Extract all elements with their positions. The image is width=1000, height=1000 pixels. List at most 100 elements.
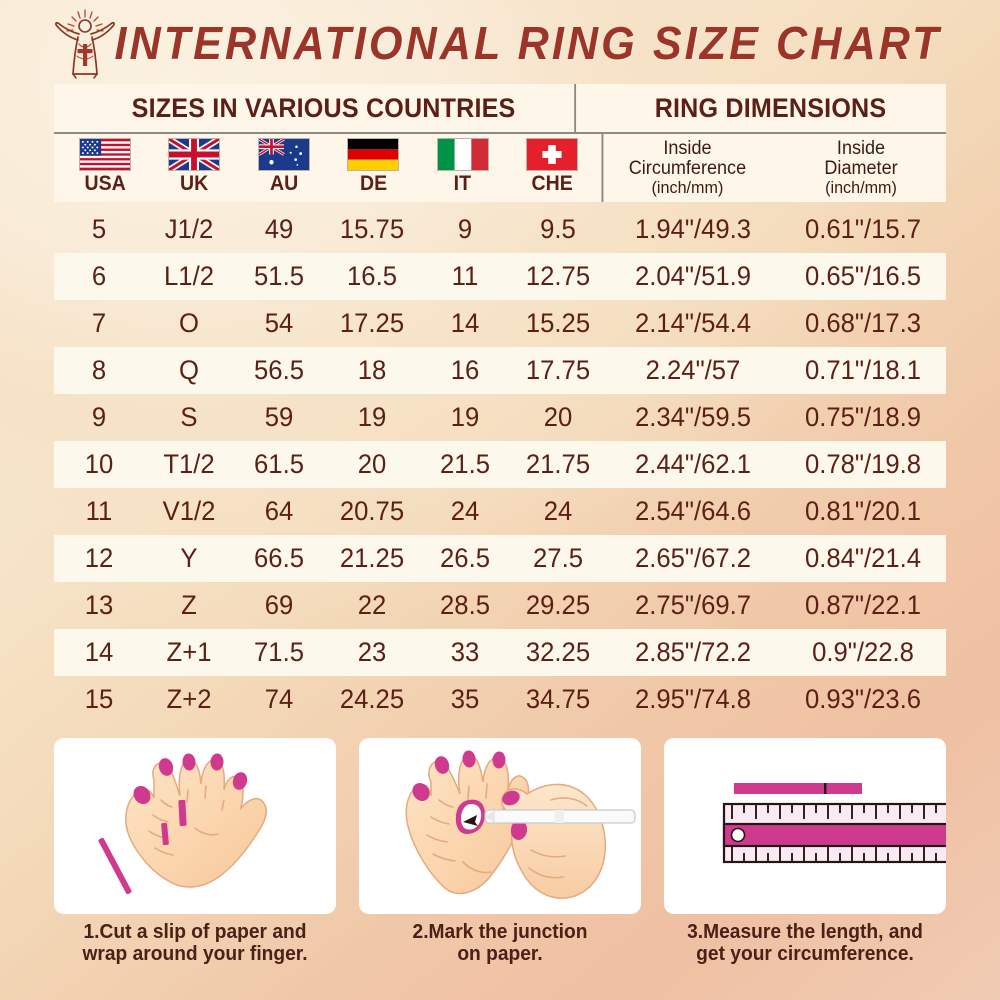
step-3-caption: 3.Measure the length, and get your circu… [670, 921, 941, 966]
table-cell: 2.04"/51.9 [634, 261, 752, 291]
table-cell: 0.87"/22.1 [804, 590, 922, 620]
column-header-label-uk: UK [180, 172, 209, 195]
table-row: 15 Z+2 74 24.25 35 34.75 2.95"/74.8 0.93"/23.6 [54, 676, 946, 723]
table-row: 5 J1/2 49 15.75 9 9.5 1.94"/49.3 0.61"/15.7 [54, 206, 946, 253]
table-cell: Y [180, 543, 198, 573]
flag-che-icon [526, 138, 579, 171]
table-cell: 51.5 [254, 261, 304, 291]
dim-line-1: Inside [836, 137, 886, 159]
table-cell: 24 [543, 496, 573, 526]
table-cell: 14 [84, 637, 114, 667]
table-cell: 0.93"/23.6 [804, 684, 922, 714]
table-cell: 32.25 [525, 637, 591, 667]
column-header-che: CHE [508, 134, 598, 202]
table-cell: 0.71"/18.1 [804, 355, 922, 385]
table-cell: 11 [85, 496, 113, 526]
table-cell: 2.24"/57 [645, 355, 741, 385]
table-cell: 74 [264, 684, 294, 714]
table-row: 13 Z 69 22 28.5 29.25 2.75"/69.7 0.87"/22.1 [54, 582, 946, 629]
table-cell: 24 [450, 496, 480, 526]
table-cell: 0.81"/20.1 [804, 496, 922, 526]
table-cell: 1.94"/49.3 [634, 214, 752, 244]
table-cell: 2.54"/64.6 [634, 496, 752, 526]
table-cell: 2.65"/67.2 [634, 543, 752, 573]
table-cell: 27.5 [533, 543, 583, 573]
table-cell: Z+1 [166, 637, 212, 667]
table-cell: L1/2 [164, 261, 214, 291]
table-cell: 9 [91, 402, 107, 432]
step-1: 1.Cut a slip of paper and wrap around yo… [54, 738, 336, 966]
step-3-caption-line-1: 3.Measure the length, and [687, 921, 923, 943]
dim-line-3: (inch/mm) [651, 178, 724, 198]
table-row: 8 Q 56.5 18 16 17.75 2.24"/57 0.71"/18.1 [54, 347, 946, 394]
table-cell: 59 [264, 402, 294, 432]
flag-usa-icon [78, 138, 131, 171]
table-cell: 0.75"/18.9 [804, 402, 922, 432]
table-cell: 20 [543, 402, 573, 432]
table-column-header-row: USA UK [54, 134, 946, 202]
table-row: 12 Y 66.5 21.25 26.5 27.5 2.65"/67.2 0.84"/21.4 [54, 535, 946, 582]
table-cell: 20 [357, 449, 387, 479]
table-cell: 19 [357, 402, 387, 432]
table-cell: 54 [264, 308, 294, 338]
column-header-label-usa: USA [84, 172, 126, 195]
step-3: 3.Measure the length, and get your circu… [664, 738, 946, 966]
page-header: INTERNATIONAL RING SIZE CHART [0, 0, 1000, 84]
page-title: INTERNATIONAL RING SIZE CHART [114, 17, 942, 69]
table-cell: 10 [84, 449, 114, 479]
table-cell: 20.75 [339, 496, 405, 526]
table-cell: 64 [264, 496, 294, 526]
table-cell: 21.5 [440, 449, 490, 479]
table-cell: 12.75 [525, 261, 591, 291]
step-2-caption-line-1: 2.Mark the junction [412, 921, 588, 943]
table-cell: 0.68"/17.3 [804, 308, 922, 338]
column-header-label-it: IT [454, 172, 472, 195]
table-cell: 7 [91, 308, 107, 338]
table-cell: 13 [84, 590, 114, 620]
table-cell: 61.5 [254, 449, 304, 479]
column-header-label-che: CHE [531, 172, 573, 195]
table-cell: 11 [451, 261, 479, 291]
table-cell: 33 [450, 637, 480, 667]
column-header-inside-diameter: Inside Diameter (inch/mm) [780, 134, 942, 202]
table-cell: 69 [264, 590, 294, 620]
ruler-measuring-paper-strip-illustration [664, 738, 946, 914]
table-cell: 26.5 [440, 543, 490, 573]
table-cell: 0.65"/16.5 [804, 261, 922, 291]
table-cell: 2.75"/69.7 [634, 590, 752, 620]
step-1-caption-line-2: wrap around your finger. [82, 943, 308, 966]
table-cell: Q [179, 355, 199, 385]
table-row: 9 S 59 19 19 20 2.34"/59.5 0.75"/18.9 [54, 394, 946, 441]
table-cell: 14 [450, 308, 480, 338]
table-cell: 6 [91, 261, 107, 291]
table-cell: Z [181, 590, 197, 620]
table-cell: S [180, 402, 198, 432]
table-cell: 34.75 [525, 684, 591, 714]
table-cell: 35 [450, 684, 480, 714]
table-cell: 49 [264, 214, 294, 244]
column-header-usa: USA [60, 134, 150, 202]
table-row: 14 Z+1 71.5 23 33 32.25 2.85"/72.2 0.9"/22.8 [54, 629, 946, 676]
table-cell: 12 [84, 543, 114, 573]
hand-with-paper-strip-illustration [54, 738, 336, 914]
measuring-instructions: 1.Cut a slip of paper and wrap around yo… [54, 738, 946, 966]
table-cell: J1/2 [164, 214, 214, 244]
table-cell: 16 [450, 355, 480, 385]
table-header-panel: SIZES IN VARIOUS COUNTRIES RING DIMENSIO… [54, 84, 946, 202]
flag-de-icon [347, 138, 400, 171]
dim-line-2: Circumference [628, 157, 747, 179]
table-cell: 17.75 [525, 355, 591, 385]
table-cell: 0.78"/19.8 [804, 449, 922, 479]
table-cell: 15.25 [525, 308, 591, 338]
column-header-inside-circumference: Inside Circumference (inch/mm) [601, 134, 771, 202]
table-cell: 9 [457, 214, 473, 244]
table-group-header-row: SIZES IN VARIOUS COUNTRIES RING DIMENSIO… [54, 84, 946, 134]
table-cell: 22 [357, 590, 387, 620]
table-cell: 0.9"/22.8 [812, 637, 914, 667]
table-cell: 28.5 [440, 590, 490, 620]
table-cell: 21.75 [525, 449, 591, 479]
table-cell: T1/2 [163, 449, 215, 479]
hands-marking-paper-with-pen-illustration [359, 738, 641, 914]
table-cell: 5 [91, 214, 107, 244]
table-cell: 18 [357, 355, 387, 385]
